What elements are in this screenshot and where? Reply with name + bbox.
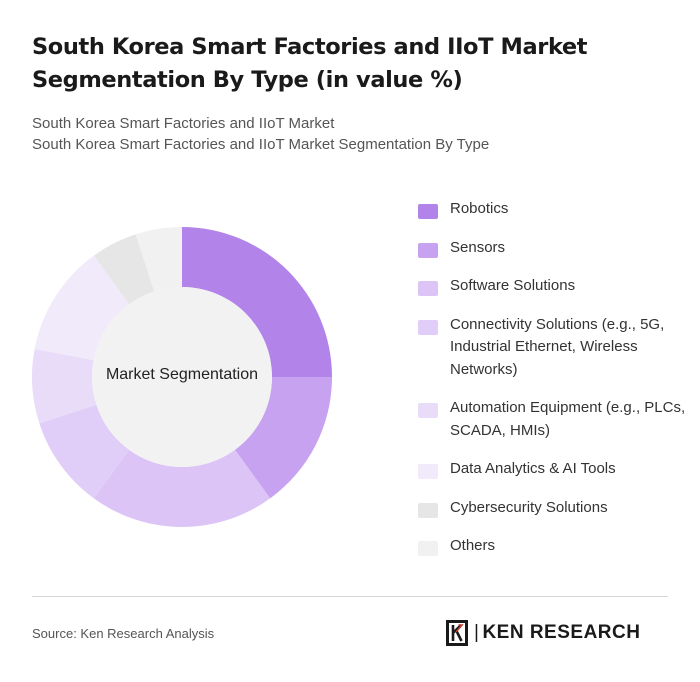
legend-label: Others: [450, 537, 496, 554]
legend-item: Connectivity Solutions (e.g., 5G, Indust…: [418, 314, 688, 382]
legend-item: Automation Equipment (e.g., PLCs, SCADA,…: [418, 397, 688, 442]
donut-slice: [93, 234, 155, 305]
legend-swatch: [418, 319, 438, 335]
legend-item: Robotics: [418, 198, 688, 221]
ken-research-k-logo-icon: [446, 620, 468, 646]
donut-slice: [234, 377, 332, 499]
donut-slice: [182, 227, 332, 377]
logo-wordmark: KEN RESEARCH: [482, 622, 641, 643]
legend-item: Sensors: [418, 237, 688, 260]
donut-slice: [34, 255, 130, 361]
subtitle-line-1: South Korea Smart Factories and IIoT Mar…: [32, 115, 335, 132]
donut-slice: [135, 227, 182, 292]
legend-swatch: [418, 242, 438, 258]
chart-title: South Korea Smart Factories and IIoT Mar…: [32, 34, 588, 93]
legend-swatch: [418, 464, 438, 479]
donut-chart: [31, 227, 332, 527]
legend-item: Cybersecurity Solutions: [418, 497, 688, 520]
donut-slice: [39, 404, 130, 499]
legend-item: Others: [418, 535, 688, 558]
legend-swatch: [418, 204, 438, 219]
legend-swatch: [418, 541, 438, 556]
legend-label: Data Analytics & AI Tools: [450, 460, 616, 477]
legend-label: Software Solutions: [450, 277, 576, 294]
legend-label: Robotics: [450, 200, 509, 217]
legend-swatch: [418, 281, 438, 296]
chart-subtitle: South Korea Smart Factories and IIoT Mar…: [32, 113, 672, 155]
legend-swatch: [418, 403, 438, 418]
legend-item: Data Analytics & AI Tools: [418, 458, 688, 481]
chart-legend: Robotics Sensors Software Solutions Connect…: [418, 198, 688, 558]
subtitle-line-2: South Korea Smart Factories and IIoT Mar…: [32, 136, 490, 153]
source-note: Source: Ken Research Analysis: [32, 626, 215, 641]
legend-label: Connectivity Solutions (e.g., 5G, Indust…: [450, 315, 665, 378]
donut-center-label: Market Segmentation: [105, 366, 259, 383]
legend-item: Software Solutions: [418, 275, 688, 298]
donut-slice: [31, 348, 97, 424]
legend-swatch: [418, 502, 438, 518]
logo-text: | KEN RESEARCH: [474, 622, 641, 643]
footer-divider: [32, 596, 668, 597]
legend-label: Cybersecurity Solutions: [450, 498, 608, 516]
donut-hole: [92, 287, 272, 467]
donut-slice: [93, 449, 271, 527]
ken-research-logo: | KEN RESEARCH: [446, 620, 640, 646]
legend-label: Automation Equipment (e.g., PLCs, SCADA,…: [450, 399, 686, 439]
legend-label: Sensors: [450, 238, 506, 256]
